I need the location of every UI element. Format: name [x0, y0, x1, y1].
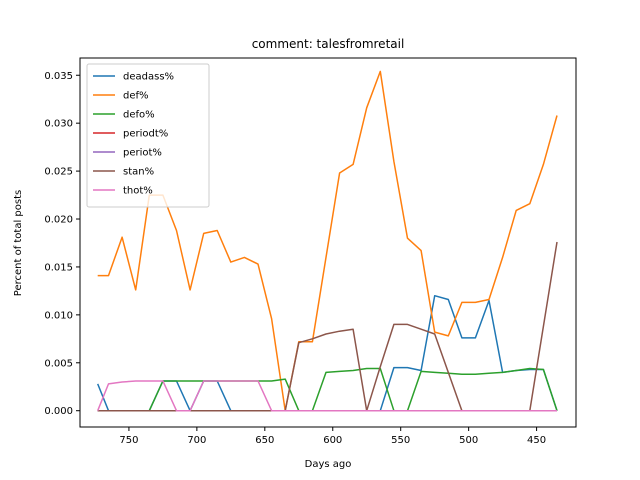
series-line-defo [97, 367, 558, 412]
legend-frame [86, 63, 210, 208]
x-axis-title: Days ago [305, 459, 352, 470]
y-tick-label: 0.030 [44, 119, 73, 130]
y-tick-label: 0.035 [44, 71, 73, 82]
legend-label-deadass: deadass% [123, 72, 174, 83]
x-tick-label: 700 [187, 435, 206, 446]
legend-label-stan: stan% [123, 167, 154, 178]
legend-label-def: def% [123, 91, 149, 102]
legend-label-periodt: periodt% [123, 129, 168, 140]
y-tick-label: 0.000 [44, 406, 73, 417]
y-axis-title: Percent of total posts [13, 190, 24, 296]
x-tick-label: 500 [459, 435, 478, 446]
x-tick-label: 450 [527, 435, 546, 446]
y-tick-label: 0.010 [44, 310, 73, 321]
y-tick-label: 0.015 [44, 262, 73, 273]
plot-frame [79, 57, 577, 428]
x-tick-label: 600 [323, 435, 342, 446]
legend-label-thot: thot% [123, 186, 153, 197]
series-line-thot [97, 380, 557, 412]
legend-label-defo: defo% [123, 110, 155, 121]
x-tick-label: 650 [255, 435, 274, 446]
y-tick-label: 0.005 [44, 358, 73, 369]
x-axis: 750 700 650 600 550 500 450 [119, 427, 546, 446]
y-tick-label: 0.020 [44, 215, 73, 226]
legend: deadass% def% defo% periodt% periot% stan% tho… [86, 63, 210, 208]
series-layer [97, 70, 558, 412]
y-tick-label: 0.025 [44, 167, 73, 178]
x-tick-label: 750 [119, 435, 138, 446]
y-axis: 0.000 0.005 0.010 0.015 0.020 0.025 0.030 0.035 [44, 71, 80, 417]
legend-label-periot: periot% [123, 148, 162, 159]
x-tick-label: 550 [391, 435, 410, 446]
series-line-def [97, 70, 558, 412]
chart-title: comment: talesfromretail [252, 37, 405, 51]
